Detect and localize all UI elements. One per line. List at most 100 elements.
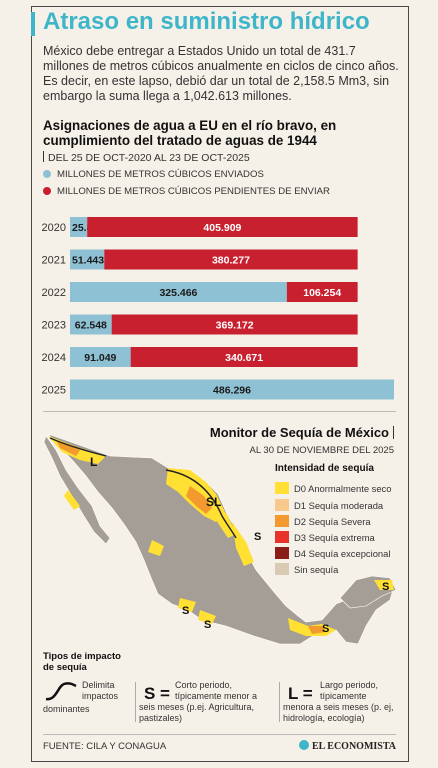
value-label-sent-2022: 325.466: [159, 287, 197, 299]
value-label-sent-2021: 51.443: [72, 255, 104, 267]
category-label-2022: 2022: [42, 287, 66, 299]
category-label-2024: 2024: [42, 352, 66, 364]
value-label-pending-2021: 380.277: [212, 255, 250, 267]
category-label-2021: 2021: [42, 255, 66, 267]
legend-none-label: Sin sequía: [294, 564, 339, 575]
legend-swatch-pending: [43, 187, 51, 195]
legend-d4: D4 Sequía excepcional: [275, 547, 390, 559]
region-south-severe: [308, 626, 326, 634]
legend-d1-label: D1 Sequía moderada: [294, 500, 384, 511]
legend-d0: D0 Anormalmente seco: [275, 482, 391, 494]
long-letter: L =: [288, 684, 313, 703]
bar-sent-2024: [70, 347, 131, 367]
value-label-pending-2020: 405.909: [203, 222, 241, 234]
map-label-l: L: [90, 455, 97, 469]
legend-item-pending: MILLONES DE METROS CÚBICOS PENDIENTES DE…: [43, 186, 330, 197]
map-label-s-south: S: [322, 623, 329, 635]
category-label-2020: 2020: [42, 222, 66, 234]
value-label-sent-2023: 62.548: [75, 320, 107, 332]
long-definition-2: menora a seis meses (p. ej, hidrología, …: [283, 702, 394, 723]
legend-none: Sin sequía: [275, 563, 338, 575]
chart-date-range-label: DEL 25 DE OCT-2020 AL 23 DE OCT-2025: [48, 152, 250, 164]
dominant-impact-icon: [45, 682, 77, 701]
impact-dominant-text-2: dominantes: [43, 704, 90, 714]
region-center-dry-3: [198, 610, 216, 624]
swatch-d0: [275, 482, 289, 494]
impact-separator-2: [279, 682, 280, 722]
chart-title: Asignaciones de agua a EU en el río brav…: [43, 118, 337, 148]
short-definition: Corto periodo, típicamente menor a: [175, 680, 258, 701]
baja-california: [43, 435, 111, 545]
region-center-dry-1: [148, 540, 164, 556]
map-label-s-center-1: S: [182, 605, 189, 617]
bar-pending-2024: [130, 347, 358, 367]
legend-d0-label: D0 Anormalmente seco: [294, 483, 392, 494]
legend-d1: D1 Sequía moderada: [275, 499, 383, 511]
value-label-pending-2023: 369.172: [216, 320, 254, 332]
category-label-2023: 2023: [42, 320, 66, 332]
region-yucatan-dry: [374, 580, 394, 590]
chart-date-range: DEL 25 DE OCT-2020 AL 23 DE OCT-2025: [43, 151, 250, 164]
bar-sent-2025: [70, 379, 394, 400]
map-legend-title: Intensidad de sequía: [275, 463, 374, 474]
section-divider: [43, 411, 396, 412]
legend-label-sent: MILLONES DE METROS CÚBICOS ENVIADOS: [57, 169, 264, 180]
brand-icon: [299, 740, 309, 750]
map-label-s-east: S: [254, 531, 261, 543]
legend-d3: D3 Sequía extrema: [275, 531, 375, 543]
region-center-dry-2: [178, 598, 196, 612]
impact-dominant-text: Delimita impactos: [82, 680, 119, 701]
legend-d2-label: D2 Sequía Severa: [294, 516, 371, 527]
impact-title: Tipos de impacto de sequía: [43, 651, 121, 673]
intro-text: México debe entregar a Estados Unido un …: [43, 44, 399, 103]
infographic-frame: [31, 6, 409, 762]
map-label-s-center-2: S: [204, 619, 211, 631]
map-date: AL 30 DE NOVIEMBRE DEL 2025: [249, 445, 395, 456]
swatch-d2: [275, 515, 289, 527]
legend-item-sent: MILLONES DE METROS CÚBICOS ENVIADOS: [43, 169, 264, 180]
title-accent: [31, 12, 35, 36]
short-letter: S =: [144, 684, 170, 703]
footer-divider: [43, 734, 396, 735]
legend-label-pending: MILLONES DE METROS CÚBICOS PENDIENTES DE…: [57, 186, 330, 197]
brand-name: EL ECONOMISTA: [312, 741, 396, 752]
map-title: Monitor de Sequía de México: [210, 425, 394, 440]
value-label-sent-2025: 486.296: [213, 385, 251, 397]
bar-pending-2020: [87, 217, 358, 237]
category-label-2025: 2025: [42, 385, 66, 397]
map-label-s-yucatan: S: [382, 581, 389, 593]
date-marker: [43, 151, 44, 162]
swatch-none: [275, 563, 289, 575]
region-northwest-severe: [56, 440, 80, 456]
bar-sent-2022: [70, 282, 287, 302]
long-definition: Largo periodo, típicamente: [320, 680, 379, 701]
mexico-landmass: [47, 433, 395, 645]
source-note: FUENTE: CILA Y CONAGUA: [43, 741, 167, 752]
bar-sent-2021: [70, 249, 105, 270]
swatch-d3: [275, 531, 289, 543]
legend-swatch-sent: [43, 170, 51, 178]
bar-pending-2023: [111, 314, 358, 335]
region-baja-dry: [64, 490, 80, 510]
legend-d2: D2 Sequía Severa: [275, 515, 371, 527]
drought-map: L SL S S S S S: [43, 433, 397, 645]
map-title-marker: [393, 426, 394, 439]
legend-d3-label: D3 Sequía extrema: [294, 532, 375, 543]
brand-logo: EL ECONOMISTA: [299, 740, 396, 752]
swatch-d4: [275, 547, 289, 559]
page-title: Atraso en suministro hídrico: [43, 8, 370, 35]
value-label-pending-2024: 340.671: [225, 352, 263, 364]
title-bar: Atraso en suministro hídrico: [31, 6, 409, 42]
legend-d4-label: D4 Sequía excepcional: [294, 548, 391, 559]
map-label-sl: SL: [206, 495, 221, 509]
value-label-pending-2022: 106.254: [303, 287, 341, 299]
value-label-sent-2024: 91.049: [84, 352, 116, 364]
bar-chart: 202025.811405.909202151.443380.277202232…: [42, 217, 394, 400]
bar-pending-2021: [104, 249, 358, 270]
bar-sent-2023: [70, 314, 112, 335]
map-title-text: Monitor de Sequía de México: [209, 425, 389, 440]
bar-sent-2020: [70, 217, 88, 237]
bar-pending-2022: [286, 282, 358, 302]
region-north-severe: [186, 486, 212, 514]
region-tamaulipas-dry: [232, 522, 254, 566]
